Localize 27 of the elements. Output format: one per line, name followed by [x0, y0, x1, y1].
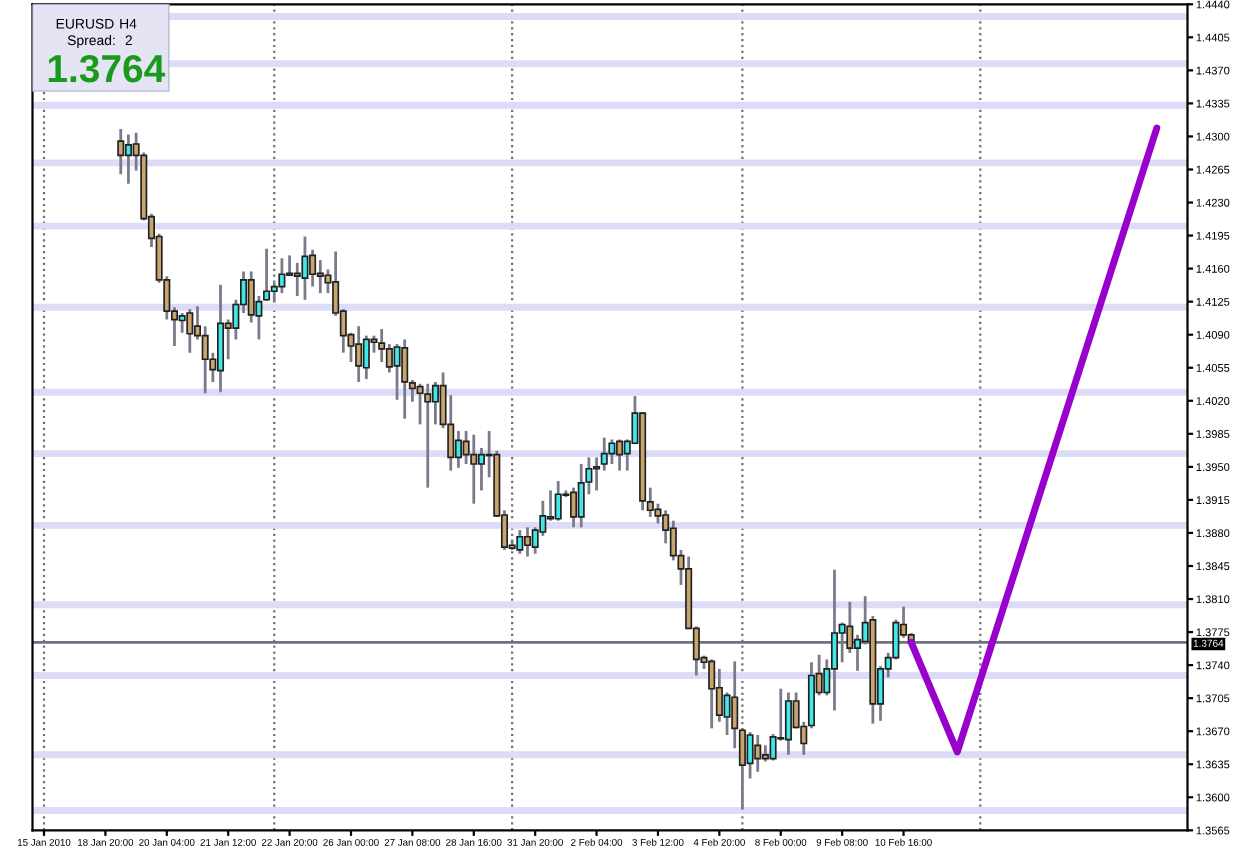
candlestick: [124, 133, 132, 186]
candlestick: [554, 479, 562, 523]
candlestick: [570, 486, 578, 529]
candlestick: [577, 462, 585, 529]
candlestick: [708, 658, 716, 730]
candlestick: [470, 433, 478, 506]
candlestick: [278, 256, 286, 295]
candlestick: [186, 307, 194, 355]
candlestick: [293, 261, 301, 298]
candlestick: [362, 334, 370, 381]
candlestick: [616, 438, 624, 473]
candlestick: [754, 733, 762, 774]
candlestick: [746, 730, 754, 780]
candlestick: [454, 429, 462, 470]
candlestick: [784, 691, 792, 757]
candlestick: [117, 127, 125, 176]
annotation: 1.3764: [48, 54, 166, 83]
candlestick: [608, 438, 616, 466]
candlestick: [217, 283, 225, 394]
candlestick: [401, 338, 409, 421]
candlestick: [516, 528, 524, 556]
candlestick: [523, 525, 532, 558]
candlestick: [301, 235, 309, 302]
candlestick: [424, 382, 432, 490]
candlestick: [355, 324, 363, 384]
candlestick: [316, 258, 324, 295]
candlestick: [378, 327, 386, 364]
